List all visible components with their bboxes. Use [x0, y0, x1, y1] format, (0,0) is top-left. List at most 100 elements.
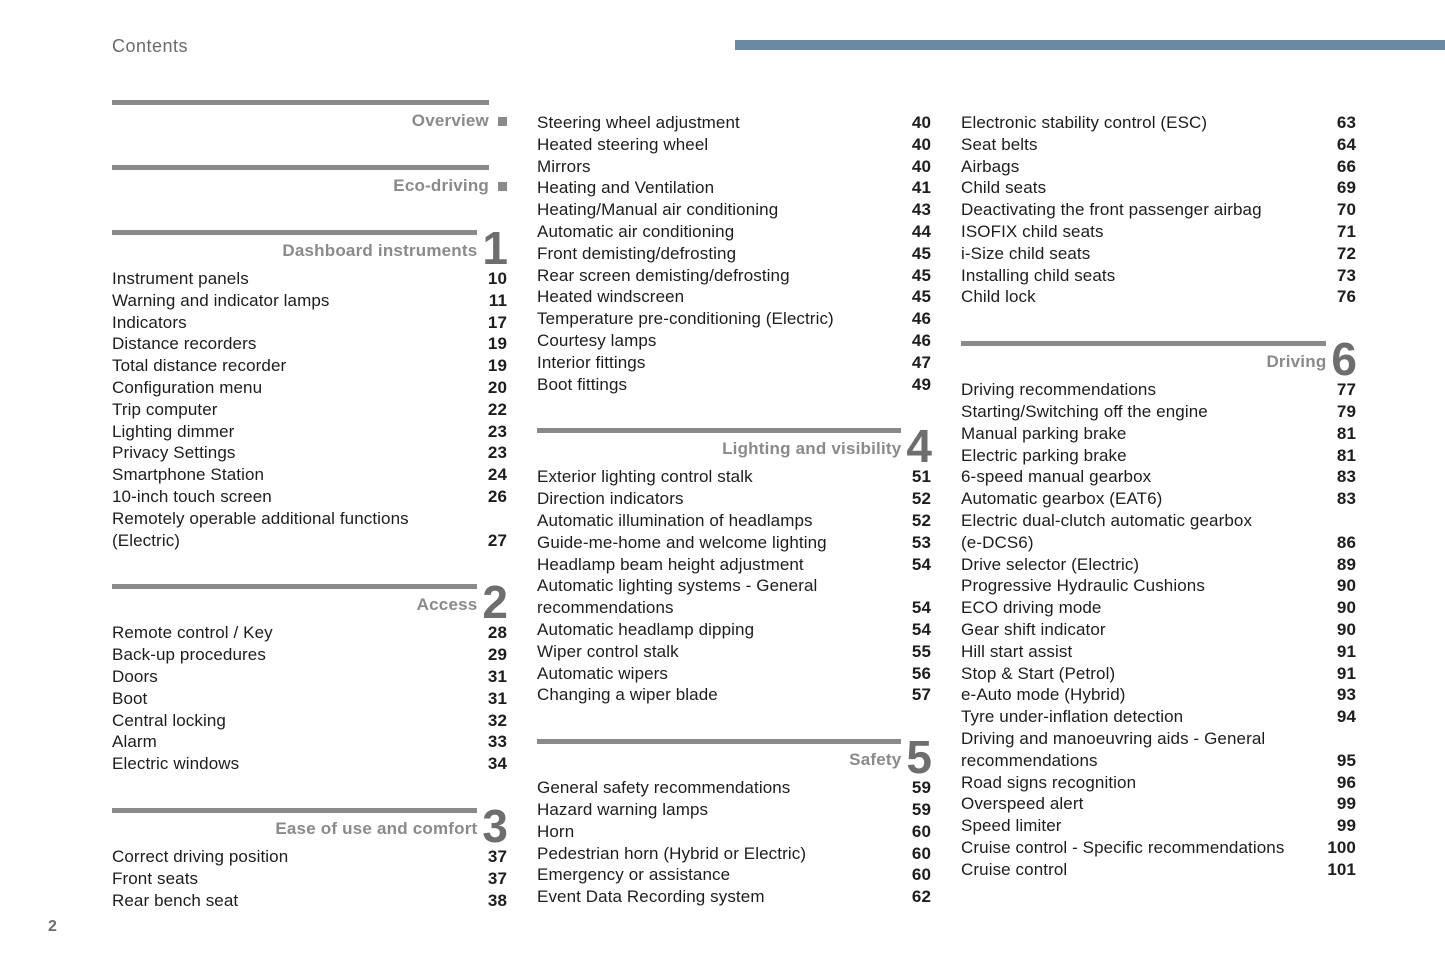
toc-entry: Steering wheel adjustment 40 — [537, 112, 931, 134]
toc-entry-page: 28 — [487, 623, 507, 643]
section-title: Eco-driving — [393, 176, 489, 195]
toc-entry-title: Seat belts — [961, 134, 1038, 154]
section-number: 5 — [906, 731, 932, 784]
toc-entry: Boot 31 — [112, 688, 507, 710]
toc-entry-page: 49 — [911, 374, 931, 394]
toc-entry-title: Boot — [112, 688, 148, 708]
toc-entry-page: 40 — [911, 113, 931, 132]
toc-entry-page: 34 — [487, 754, 507, 774]
toc-block-label: Eco-driving — [112, 165, 507, 197]
toc-entry-title: Indicators — [112, 312, 187, 332]
toc-entry-list: General safety recommendations 59 Hazard w… — [537, 777, 931, 908]
toc-entry: Mirrors 40 — [537, 156, 931, 178]
toc-entry-title: Remote control / Key — [112, 623, 273, 643]
toc-entry-title: Pedestrian horn (Hybrid or Electric) — [537, 843, 807, 863]
toc-entry-title: Automatic air conditioning — [537, 221, 735, 241]
toc-entry-title: Warning and indicator lamps — [112, 290, 330, 310]
toc-block-items: Electronic stability control (ESC) 63 Seat… — [961, 100, 1356, 308]
toc-entry: General safety recommendations 59 — [537, 777, 931, 799]
toc-entry-page: 93 — [1336, 685, 1356, 705]
toc-entry-title: Back-up procedures — [112, 645, 266, 665]
toc-entry-title: Gear shift indicator — [961, 619, 1106, 639]
toc-entry: Emergency or assistance 60 — [537, 864, 931, 886]
toc-entry-title: 10-inch touch screen — [112, 486, 272, 506]
toc-entry: Indicators 17 — [112, 312, 507, 334]
toc-entry: Cruise control 101 — [961, 859, 1356, 881]
toc-entry: Speed limiter 99 — [961, 815, 1356, 837]
toc-entry-title: Rear screen demisting/defrosting — [537, 265, 790, 285]
toc-entry-page: 32 — [487, 710, 507, 730]
toc-entry: Automatic illumination of headlamps 52 — [537, 510, 931, 532]
section-rule — [112, 165, 489, 170]
toc-entry-page: 26 — [487, 486, 507, 506]
toc-entry-page: 10 — [487, 269, 507, 288]
toc-entry: Doors 31 — [112, 666, 507, 688]
toc-entry: Overspeed alert 99 — [961, 793, 1356, 815]
toc-block-section: Safety 5 General safety recommendations 59 H… — [537, 731, 932, 908]
toc-entry-title: Correct driving position — [112, 846, 289, 866]
toc-entry: Heated windscreen 45 — [537, 286, 931, 308]
toc-entry-page: 17 — [487, 312, 507, 332]
toc-entry: Front seats 37 — [112, 868, 507, 890]
toc-entry-list: Steering wheel adjustment 40 Heated steeri… — [537, 112, 931, 395]
toc-entry-title: Speed limiter — [961, 816, 1062, 836]
toc-entry-title: Temperature pre-conditioning (Electric) — [537, 309, 834, 329]
toc-entry: Correct driving position 37 — [112, 846, 507, 868]
toc-entry: Trip computer 22 — [112, 399, 507, 421]
toc-entry-title: Heating and Ventilation — [537, 178, 715, 198]
toc-entry-page: 23 — [487, 421, 507, 441]
toc-entry-list: Correct driving position 37 Front seats 37 R… — [112, 846, 507, 911]
toc-entry: Driving and manoeuvring aids - General r… — [961, 728, 1356, 772]
toc-entry-title: i-Size child seats — [961, 243, 1091, 263]
page-number: 2 — [48, 918, 57, 935]
toc-entry-title: Heating/Manual air conditioning — [537, 200, 779, 220]
toc-entry-page: 54 — [911, 598, 931, 618]
section-number: 1 — [482, 222, 508, 274]
toc-entry-page: 69 — [1336, 178, 1356, 198]
toc-entry-page: 19 — [487, 334, 507, 354]
toc-entry-title: Progressive Hydraulic Cushions — [961, 576, 1205, 596]
toc-entry-page: 60 — [911, 843, 931, 863]
toc-entry: Airbags 66 — [961, 156, 1356, 178]
toc-entry: Horn 60 — [537, 821, 931, 843]
toc-entry-title: Stop & Start (Petrol) — [961, 663, 1116, 683]
toc-entry-page: 53 — [911, 532, 931, 552]
toc-entry-title: Automatic wipers — [537, 663, 669, 683]
toc-column-3: Electronic stability control (ESC) 63 Seat… — [961, 100, 1357, 881]
toc-block-section: Driving 6 Driving recommendations 77 Startin… — [961, 336, 1357, 881]
toc-entry-page: 81 — [1336, 445, 1356, 465]
toc-entry-title: Wiper control stalk — [537, 641, 679, 661]
toc-entry-title: Hill start assist — [961, 641, 1073, 661]
toc-entry: Courtesy lamps 46 — [537, 330, 931, 352]
toc-entry-title: Automatic gearbox (EAT6) — [961, 489, 1163, 509]
toc-entry-title: Instrument panels — [112, 269, 249, 288]
toc-entry-title: Guide-me-home and welcome lighting — [537, 532, 827, 552]
toc-entry: Child seats 69 — [961, 177, 1356, 199]
section-header-left: Dashboard instruments — [112, 230, 478, 266]
toc-entry: Heated steering wheel 40 — [537, 134, 931, 156]
toc-block-section: Ease of use and comfort 3 Correct driving … — [112, 803, 508, 911]
toc-entry-page: 37 — [487, 846, 507, 866]
toc-entry: Direction indicators 52 — [537, 488, 931, 510]
toc-entry-title: Automatic illumination of headlamps — [537, 510, 813, 530]
toc-entry: Child lock 76 — [961, 286, 1356, 308]
toc-entry-page: 60 — [911, 865, 931, 885]
toc-entry-page: 56 — [911, 663, 931, 683]
toc-entry: Back-up procedures 29 — [112, 644, 507, 666]
toc-entry: Hazard warning lamps 59 — [537, 799, 931, 821]
toc-entry: Total distance recorder 19 — [112, 355, 507, 377]
toc-entry-title: General safety recommendations — [537, 778, 791, 798]
toc-entry-title: Driving recommendations — [961, 380, 1157, 400]
toc-entry: Remotely operable additional functions (… — [112, 508, 507, 552]
toc-entry-page: 83 — [1336, 467, 1356, 487]
toc-entry-page: 29 — [487, 645, 507, 665]
toc-entry-page: 41 — [911, 178, 931, 198]
toc-entry: Driving recommendations 77 — [961, 379, 1356, 401]
section-header-left: Overview — [112, 100, 489, 132]
toc-entry-title: Electronic stability control (ESC) — [961, 113, 1208, 132]
toc-entry-page: 51 — [911, 467, 931, 487]
page-title: Contents — [112, 36, 189, 56]
toc-entry-title: Direction indicators — [537, 489, 684, 509]
toc-entry-list: Exterior lighting control stalk 51 Directi… — [537, 466, 931, 706]
toc-entry: Cruise control - Specific recommendation… — [961, 837, 1356, 859]
